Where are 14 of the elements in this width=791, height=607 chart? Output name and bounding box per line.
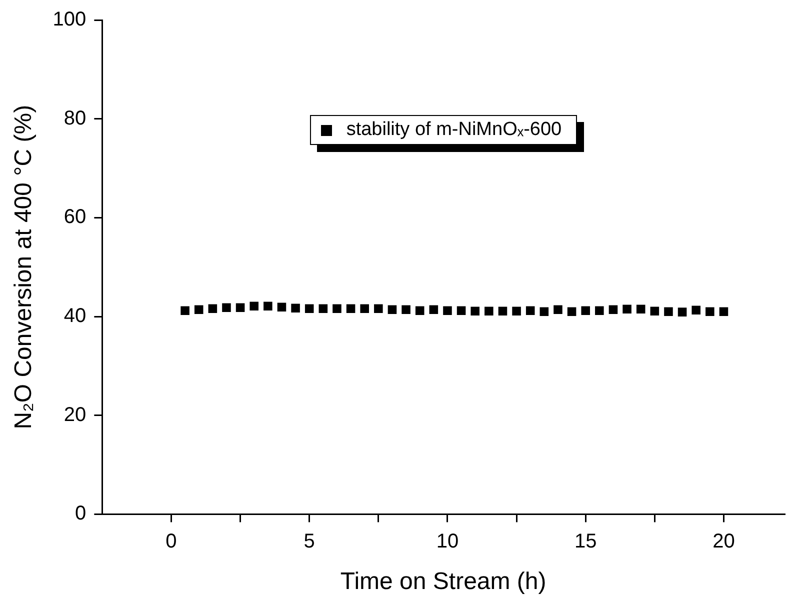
y-tick-label: 100 <box>52 8 86 31</box>
x-axis-title: Time on Stream (h) <box>340 568 546 596</box>
y-tick-label: 20 <box>64 404 86 426</box>
x-tick-label: 0 <box>166 530 177 553</box>
x-tick-label: 10 <box>436 530 459 553</box>
y-tick-label: 40 <box>64 305 86 328</box>
x-tick-label: 15 <box>574 530 597 553</box>
y-tick-label: 60 <box>64 206 86 228</box>
y-tick-label: 80 <box>64 107 86 130</box>
x-tick-label: 5 <box>304 530 315 553</box>
legend-label: stability of m-NiMnOₓ-600 <box>346 119 562 141</box>
x-tick-label: 20 <box>712 530 735 553</box>
y-tick-label: 0 <box>75 502 86 525</box>
y-axis-title: N₂O Conversion at 400 °C (%) <box>10 104 38 430</box>
